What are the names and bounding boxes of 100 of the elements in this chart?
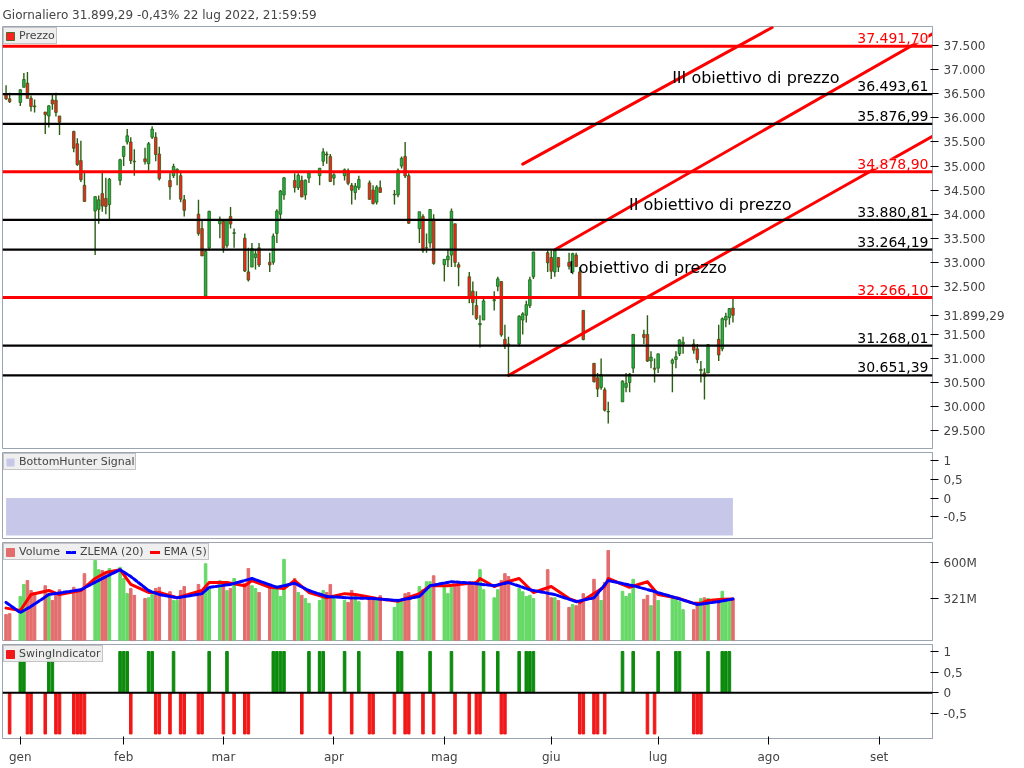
- bar: [282, 558, 286, 641]
- candlestick: [93, 195, 97, 256]
- bar: [531, 598, 536, 641]
- candlestick: [553, 249, 557, 278]
- bar: [271, 587, 276, 641]
- candlestick: [253, 249, 258, 271]
- ref-line-label: 37.491,70: [857, 30, 929, 47]
- bar: [296, 591, 301, 641]
- candlestick: [257, 242, 261, 268]
- bar: [225, 590, 229, 641]
- y-tick-label: 0,5: [943, 665, 963, 680]
- candlestick: [79, 140, 83, 183]
- y-tick-label: 34.500: [943, 183, 986, 198]
- y-tick-label: 31.899,29: [943, 308, 1005, 323]
- candlestick: [695, 343, 700, 365]
- bar: [75, 590, 80, 641]
- legend-label: BottomHunter Signal: [19, 455, 135, 468]
- bar: [353, 594, 358, 641]
- ref-line-label: 36.493,61: [857, 78, 929, 95]
- y-tick-label: 31.500: [943, 327, 986, 342]
- bar: [4, 614, 8, 641]
- ref-line-label: 34.878,90: [857, 155, 929, 172]
- bar: [606, 550, 611, 641]
- bar: [599, 600, 603, 641]
- bar: [467, 581, 472, 641]
- bar: [556, 600, 561, 641]
- y-tick-label: 34.000: [943, 207, 986, 222]
- candlestick: [232, 227, 236, 249]
- x-tick-label: ago: [757, 749, 780, 764]
- bar: [567, 606, 571, 641]
- bar: [649, 605, 653, 641]
- bar: [656, 600, 660, 641]
- bar: [699, 598, 703, 641]
- y-tick-label: 33.500: [943, 231, 986, 246]
- y-tick-label: 30.000: [943, 400, 986, 415]
- x-tick-label: apr: [323, 749, 344, 764]
- bar: [143, 598, 147, 641]
- bar: [232, 577, 236, 641]
- candlestick: [300, 174, 304, 199]
- bar: [403, 593, 407, 641]
- candlestick: [731, 297, 735, 324]
- candlestick: [549, 249, 553, 280]
- y-tick-label: -0,5: [943, 510, 967, 525]
- bar: [581, 593, 586, 641]
- ref-line-label: 31.268,01: [857, 329, 929, 346]
- y-tick-label: 0: [943, 686, 952, 701]
- bar: [175, 600, 179, 641]
- bar: [421, 589, 425, 641]
- legend-label: SwingIndicator: [19, 647, 101, 660]
- candlestick: [371, 184, 375, 206]
- candlestick: [681, 336, 685, 355]
- x-tick-label: gen: [9, 749, 32, 764]
- y-tick-label: 0: [943, 491, 952, 506]
- x-tick-label: set: [869, 749, 889, 764]
- y-tick-label: 37.000: [943, 63, 986, 78]
- ref-line-label: 30.651,39: [857, 359, 929, 376]
- legend-label: Prezzo: [19, 29, 55, 42]
- y-tick-label: 29.500: [943, 424, 986, 439]
- bar: [428, 581, 432, 641]
- bar: [478, 569, 482, 641]
- y-tick-label: 600M: [943, 555, 977, 570]
- ref-line-label: 33.264,19: [857, 233, 929, 250]
- y-tick-label: 35.500: [943, 135, 986, 150]
- bar: [371, 597, 375, 641]
- y-tick-label: 33.000: [943, 255, 986, 270]
- candlestick: [104, 177, 108, 215]
- bar: [727, 600, 732, 641]
- bar: [303, 598, 308, 641]
- y-tick-label: 36.000: [943, 111, 986, 126]
- legend-label: EMA (5): [163, 545, 207, 558]
- bar: [150, 594, 154, 641]
- bar: [524, 595, 529, 641]
- bar: [456, 585, 461, 641]
- y-tick-label: 37.500: [943, 39, 986, 54]
- ref-line-label: 33.880,81: [857, 203, 929, 220]
- x-tick-label: mar: [211, 749, 236, 764]
- y-tick-label: -0,5: [943, 706, 967, 721]
- bar: [431, 575, 436, 641]
- bar: [7, 613, 12, 641]
- legend-label: ZLEMA (20): [79, 545, 144, 558]
- bar: [731, 598, 735, 641]
- x-tick-label: feb: [114, 749, 134, 764]
- bar: [182, 586, 187, 641]
- candlestick: [567, 251, 571, 271]
- bar: [157, 586, 162, 641]
- y-tick-label: 321M: [943, 591, 977, 606]
- y-tick-label: 32.500: [943, 279, 986, 294]
- bar: [631, 578, 635, 641]
- candlestick: [367, 179, 372, 201]
- y-tick-label: 1: [943, 645, 952, 660]
- bar: [517, 587, 521, 641]
- chart-title: Giornaliero 31.899,29 -0,43% 22 lug 2022, 21:59:59: [2, 7, 317, 22]
- y-tick-label: 35.000: [943, 159, 986, 174]
- bar: [406, 591, 411, 641]
- bar: [442, 585, 447, 641]
- bar: [257, 591, 261, 641]
- bar: [328, 583, 333, 641]
- bar: [453, 583, 457, 641]
- bar: [574, 605, 578, 641]
- legend-label: Volume: [19, 545, 60, 558]
